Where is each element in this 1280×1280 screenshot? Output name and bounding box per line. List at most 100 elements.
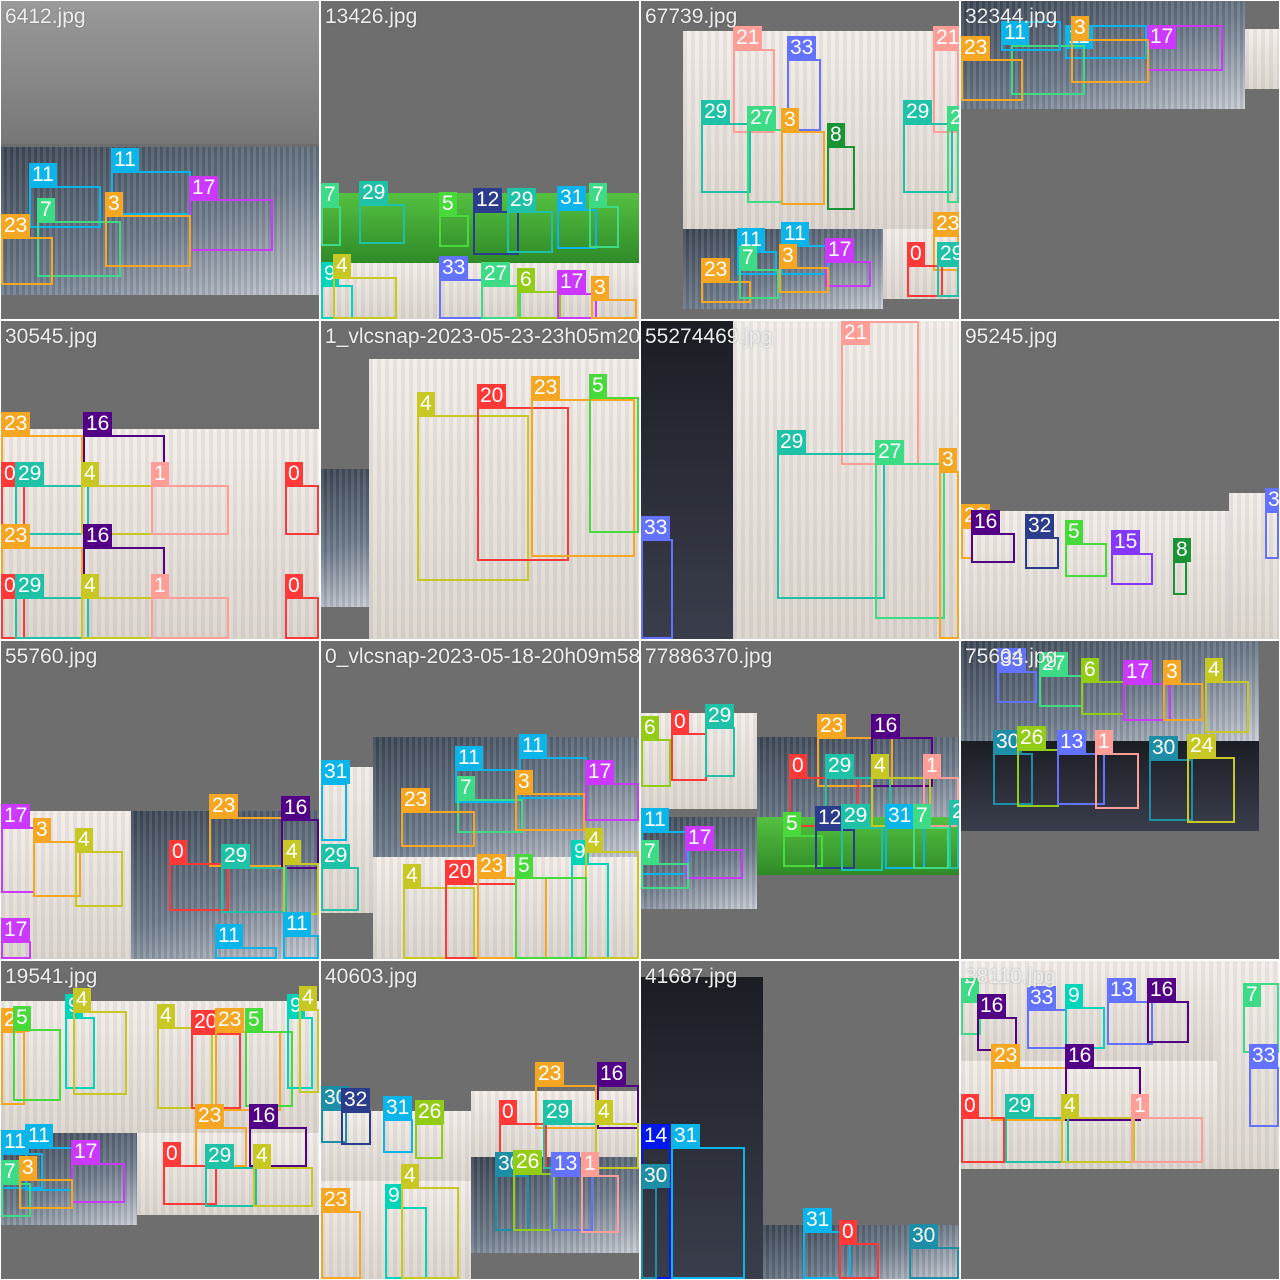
tile-filename: 19541.jpg (5, 965, 98, 988)
tile-filename: 38110.jpg (965, 965, 1056, 988)
class-label: 0 (789, 754, 807, 778)
bounding-box: 5 (1065, 520, 1107, 577)
class-label: 0 (961, 1094, 979, 1118)
class-label: 29 (205, 1144, 235, 1168)
class-label: 7 (1, 1160, 19, 1184)
class-label: 3 (33, 818, 51, 842)
class-label: 8 (1173, 538, 1191, 562)
bounding-box: 16 (83, 412, 165, 487)
class-label: 4 (1205, 658, 1223, 682)
bounding-box: 4 (253, 1144, 313, 1207)
bounding-box: 7 (589, 183, 619, 248)
tile-filename: 40603.jpg (325, 965, 418, 988)
class-label: 21 (841, 321, 871, 345)
bounding-box: 11 (283, 912, 319, 959)
class-label: 23 (1, 412, 31, 436)
bounding-box: 3 (105, 192, 191, 267)
image-tile: 55274469.jpg 21 29 27 3 33 (641, 321, 959, 639)
bounding-box: 30 (1149, 736, 1193, 821)
bounding-box: 31 (671, 1124, 745, 1279)
tile-filename: 55274469.jpg (645, 325, 773, 348)
class-label: 0 (163, 1142, 181, 1166)
class-label: 4 (75, 828, 93, 852)
class-label: 1 (151, 462, 169, 486)
class-label: 3 (779, 244, 797, 268)
tile-photo-region (1229, 493, 1279, 639)
bounding-box: 29 (321, 844, 359, 911)
class-label: 27 (481, 262, 511, 286)
tile-photo-region (641, 713, 757, 809)
class-label: 0 (499, 1100, 517, 1124)
bounding-box: 11 (215, 924, 277, 959)
bounding-box: 4 (299, 986, 319, 1093)
class-label: 23 (209, 794, 239, 818)
image-tile: 0_vlcsnap-2023-05-18-20h09m58s...jpg 11 11… (321, 641, 639, 959)
class-label: 5 (1065, 520, 1083, 544)
bounding-box: 12 (473, 188, 519, 255)
class-label: 29 (221, 844, 251, 868)
class-label: 26 (513, 1150, 543, 1174)
class-label: 17 (1123, 660, 1153, 684)
bounding-box: 29 (903, 100, 953, 193)
class-label: 23 (401, 788, 431, 812)
bounding-box: 11 (29, 163, 101, 228)
bounding-box: 23 (531, 376, 635, 557)
bounding-box: 4 (75, 828, 123, 907)
bounding-box: 1 (151, 462, 229, 535)
class-label: 5 (245, 1008, 263, 1032)
class-label: 23 (1, 214, 31, 238)
bounding-box: 6 (517, 268, 561, 319)
class-label: 11 (641, 808, 669, 832)
bounding-box: 31 (803, 1208, 851, 1279)
class-label: 27 (875, 440, 905, 464)
bounding-box: 7 (321, 183, 341, 246)
class-label: 11 (455, 746, 483, 770)
class-label: 29 (903, 100, 933, 124)
class-label: 3 (1163, 660, 1181, 684)
class-label: 4 (333, 254, 351, 278)
bounding-box: 0 (1, 462, 25, 535)
tile-filename: 95245.jpg (965, 325, 1058, 348)
class-label: 33 (997, 648, 1027, 672)
bounding-box: 29 (841, 804, 883, 871)
bounding-box: 16 (249, 1104, 307, 1167)
class-label: 5 (783, 812, 801, 836)
bounding-box: 0 (907, 242, 943, 297)
class-label: 29 (949, 800, 959, 824)
bounding-box: 13 (1057, 730, 1105, 805)
class-label: 17 (825, 238, 855, 262)
bounding-box: 5 (515, 854, 587, 959)
tile-filename: 13426.jpg (325, 5, 418, 28)
class-label: 16 (249, 1104, 279, 1128)
bounding-box: 4 (81, 574, 153, 639)
class-label: 11 (25, 1124, 53, 1148)
class-label: 7 (589, 183, 607, 207)
class-label: 13 (1057, 730, 1087, 754)
bounding-box: 3 (19, 1156, 73, 1209)
bounding-box: 27 (875, 440, 945, 619)
tile-filename: 77886370.jpg (645, 645, 773, 668)
tile-photo-region (683, 31, 959, 229)
class-label: 13 (551, 1152, 581, 1176)
tile-filename: 32344.jpg (965, 5, 1058, 28)
bounding-box: 31 (557, 186, 597, 249)
class-label: 6 (1081, 658, 1099, 682)
class-label: 1 (1131, 1094, 1149, 1118)
class-label: 33 (439, 256, 469, 280)
image-tile: 67739.jpg2133292738212927111117237323029 (641, 1, 959, 319)
class-label: 4 (595, 1100, 613, 1124)
class-label: 0 (839, 1220, 857, 1244)
bounding-box: 16 (1147, 978, 1189, 1043)
class-label: 23 (933, 212, 959, 236)
class-label: 0 (285, 462, 303, 486)
class-label: 29 (507, 188, 537, 212)
bounding-box: 24 (1187, 734, 1235, 823)
bounding-box: 33 (1265, 488, 1279, 559)
class-label: 9 (571, 840, 589, 864)
bounding-box: 31 (383, 1096, 413, 1153)
image-tile: 95245.jpg231632515833 (961, 321, 1279, 639)
class-label: 30 (641, 1164, 671, 1188)
image-tile: 77886370.jpg6029231602941111775122931729 (641, 641, 959, 959)
class-label: 29 (359, 181, 389, 205)
class-label: 17 (71, 1140, 101, 1164)
